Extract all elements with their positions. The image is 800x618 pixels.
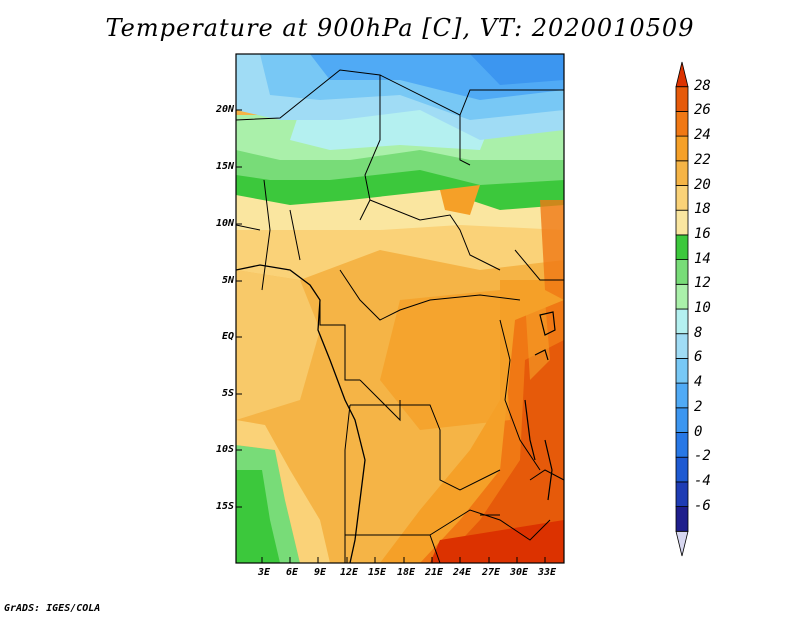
colorbar-segment [675,357,689,384]
lat-label-10n: 10N [215,218,234,229]
colorbar-segment [675,481,689,507]
colorbar-label: 18 [694,201,711,218]
colorbar-segment [675,86,689,112]
map-frame [235,53,565,564]
colorbar-label: -6 [694,497,711,514]
colorbar-segment [675,283,689,310]
map-title: Temperature at 900hPa [C], VT: 202001050… [105,14,695,42]
colorbar-label: -2 [694,448,711,465]
colorbar-label: 2 [694,398,703,415]
colorbar-label: 8 [694,324,703,341]
colorbar-segment [675,111,689,137]
colorbar-label: 16 [694,225,711,242]
colorbar-segment [675,61,689,88]
colorbar-segment [675,333,689,359]
axis-ticks [236,109,546,563]
lon-label-24e: 24E [452,567,472,578]
colorbar-label: 10 [694,300,711,316]
colorbar-label: 12 [694,275,711,292]
lon-label-9e: 9E [313,567,327,578]
country-borders [236,69,564,563]
lon-label-21e: 21E [424,567,444,578]
colorbar-label: 24 [694,127,711,144]
colorbar-label: 22 [694,151,711,168]
lon-label-33e: 33E [537,567,557,578]
lon-label-3e: 3E [257,567,271,578]
colorbar-label: 0 [694,423,703,440]
colorbar-segment [675,259,689,285]
colorbar-label: -4 [694,472,711,489]
colorbar-segment [675,506,689,532]
footer-credit: GrADS: IGES/COLA [4,603,101,614]
lat-label-15s: 15S [215,501,234,512]
colorbar-label: 26 [694,102,711,119]
lat-label-10s: 10S [215,444,234,455]
lon-label-12e: 12E [339,567,359,578]
lon-label-15e: 15E [367,567,387,578]
colorbar-label: 14 [694,250,711,267]
colorbar-segment [675,135,689,162]
colorbar-segment [675,308,689,335]
colorbar-label: 20 [694,176,711,193]
colorbar-label: 6 [694,349,703,366]
colorbar-segment [675,530,689,557]
colorbar-segment [675,456,689,483]
temperature-field [236,54,564,563]
coastline [235,264,366,564]
colorbar [675,61,689,557]
colorbar-segment [675,209,689,236]
colorbar-label: 4 [694,374,703,391]
colorbar-segment [675,382,689,409]
lon-label-27e: 27E [481,567,501,578]
lon-label-30e: 30E [509,567,529,578]
lat-label-5s: 5S [221,388,234,399]
colorbar-segment [675,234,689,260]
lat-label-eq: EQ [221,331,234,342]
colorbar-segment [675,160,689,186]
lon-label-18e: 18E [396,567,416,578]
lat-label-5n: 5N [221,275,234,286]
colorbar-segment [675,185,689,211]
lon-label-6e: 6E [285,567,299,578]
lakes [524,311,556,501]
colorbar-segment [675,407,689,433]
lat-label-15n: 15N [215,161,234,172]
colorbar-segment [675,432,689,458]
colorbar-label: 28 [694,77,711,94]
lat-label-20n: 20N [215,104,234,115]
